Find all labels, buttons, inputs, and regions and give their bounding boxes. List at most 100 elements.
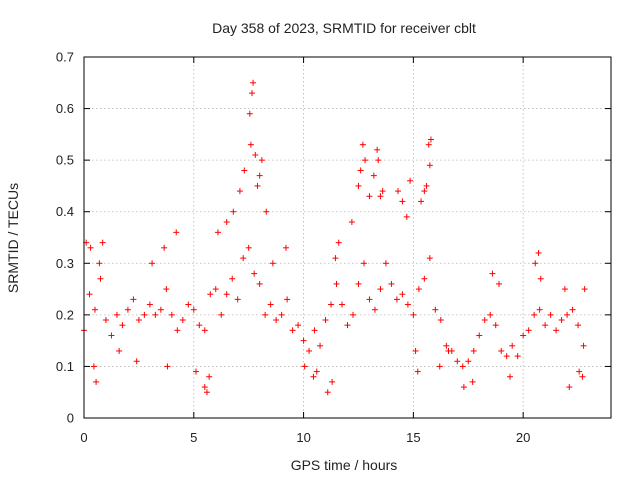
outlier-point	[254, 182, 261, 189]
data-point	[393, 296, 400, 303]
data-point	[295, 322, 302, 329]
outlier-point	[206, 373, 213, 380]
data-point	[360, 260, 367, 267]
data-point	[344, 322, 351, 329]
outlier-point	[357, 167, 364, 174]
data-point	[97, 275, 104, 282]
outlier-point	[426, 162, 433, 169]
outlier-point	[252, 151, 259, 158]
outlier-point	[90, 363, 97, 370]
outlier-point	[173, 229, 180, 236]
outlier-point	[223, 219, 230, 226]
y-tick-label: 0.3	[56, 256, 74, 271]
grid-lines	[84, 57, 611, 418]
data-point	[278, 311, 285, 318]
outlier-point	[418, 198, 425, 205]
data-point	[564, 311, 571, 318]
data-point	[119, 322, 126, 329]
outlier-point	[201, 384, 208, 391]
data-points	[81, 79, 588, 396]
data-point	[553, 327, 560, 334]
data-point	[141, 311, 148, 318]
data-point	[152, 311, 159, 318]
data-point	[465, 358, 472, 365]
data-point	[382, 260, 389, 267]
data-point	[410, 311, 417, 318]
data-point	[185, 301, 192, 308]
x-tick-label: 20	[516, 430, 530, 445]
outlier-point	[329, 378, 336, 385]
outlier-point	[427, 136, 434, 143]
data-point	[102, 317, 109, 324]
y-axis-label: SRMTID / TECUs	[5, 183, 21, 293]
outlier-point	[370, 172, 377, 179]
outlier-point	[412, 347, 419, 354]
data-point	[196, 322, 203, 329]
outlier-point	[403, 213, 410, 220]
outlier-point	[362, 157, 369, 164]
data-point	[547, 311, 554, 318]
y-tick-label: 0.1	[56, 359, 74, 374]
data-point	[124, 306, 131, 313]
data-point	[135, 317, 142, 324]
outlier-point	[399, 198, 406, 205]
data-point	[223, 291, 230, 298]
data-point	[492, 322, 499, 329]
outlier-point	[535, 249, 542, 256]
y-tick-label: 0	[67, 411, 74, 426]
outlier-point	[532, 260, 539, 267]
outlier-point	[348, 219, 355, 226]
data-point	[481, 317, 488, 324]
data-point	[349, 311, 356, 318]
x-tick-label: 5	[190, 430, 197, 445]
data-point	[212, 286, 219, 293]
outlier-point	[192, 368, 199, 375]
outlier-point	[310, 373, 317, 380]
data-point	[339, 301, 346, 308]
data-point	[498, 347, 505, 354]
data-point	[580, 342, 587, 349]
outlier-point	[469, 378, 476, 385]
data-point	[240, 255, 247, 262]
data-point	[443, 342, 450, 349]
outlier-point	[236, 188, 243, 195]
data-point	[234, 296, 241, 303]
outlier-point	[96, 260, 103, 267]
data-point	[558, 317, 565, 324]
outlier-point	[99, 239, 106, 246]
outlier-point	[374, 146, 381, 153]
outlier-point	[366, 193, 373, 200]
data-point	[267, 301, 274, 308]
data-point	[201, 327, 208, 334]
y-tick-label: 0.2	[56, 307, 74, 322]
data-point	[487, 311, 494, 318]
outlier-point	[489, 270, 496, 277]
outlier-point	[116, 347, 123, 354]
outlier-point	[324, 389, 331, 396]
outlier-point	[561, 286, 568, 293]
data-point	[168, 311, 175, 318]
data-point	[113, 311, 120, 318]
outlier-point	[359, 141, 366, 148]
x-tick-label: 10	[296, 430, 310, 445]
data-point	[377, 286, 384, 293]
outlier-point	[258, 157, 265, 164]
data-point	[421, 275, 428, 282]
y-tick-label: 0.4	[56, 204, 74, 219]
data-point	[306, 347, 313, 354]
outlier-point	[566, 384, 573, 391]
outlier-point	[425, 141, 432, 148]
outlier-point	[581, 286, 588, 293]
data-point	[311, 327, 318, 334]
data-point	[333, 280, 340, 287]
outlier-point	[379, 188, 386, 195]
outlier-point	[263, 208, 270, 215]
data-point	[273, 317, 280, 324]
outlier-point	[87, 244, 94, 251]
data-point	[459, 363, 466, 370]
outlier-point	[269, 260, 276, 267]
data-point	[388, 280, 395, 287]
data-point	[404, 301, 411, 308]
data-point	[163, 286, 170, 293]
